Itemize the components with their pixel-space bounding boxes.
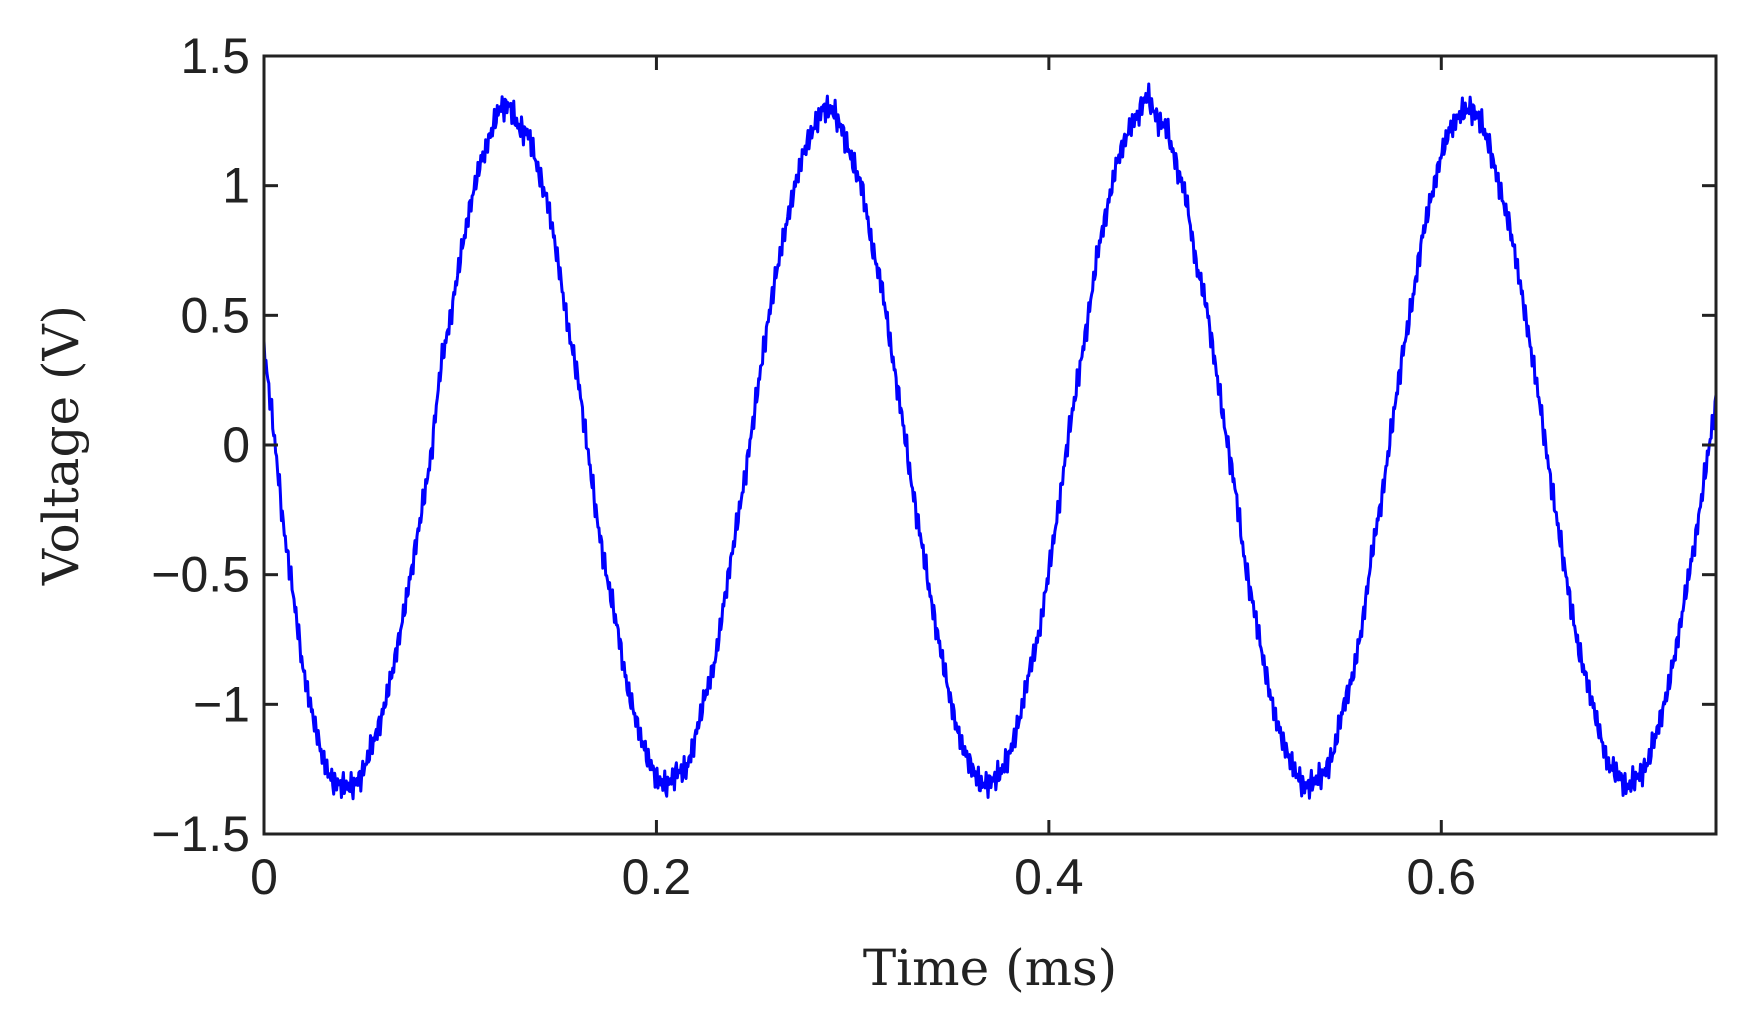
y-tick-label: −1.5 bbox=[151, 806, 250, 862]
y-tick-label: 0.5 bbox=[180, 287, 250, 343]
x-tick-label: 0.2 bbox=[622, 849, 692, 905]
y-tick-label: −0.5 bbox=[151, 547, 250, 603]
y-tick-label: −1 bbox=[193, 676, 250, 732]
x-tick-label: 0.4 bbox=[1014, 849, 1084, 905]
y-tick-label: 1 bbox=[222, 158, 250, 214]
y-axis-label: Voltage (V) bbox=[32, 305, 90, 586]
tick-layer: 0 0.2 0.4 0.6 1.5 1 0.5 0 −0.5 −1 −1.5 bbox=[151, 28, 1716, 905]
x-tick-label: 0.6 bbox=[1407, 849, 1477, 905]
x-tick-label: 0 bbox=[250, 849, 278, 905]
plot-area bbox=[262, 54, 1718, 836]
voltage-trace-0 bbox=[262, 82, 1718, 801]
trace-layer bbox=[262, 82, 1718, 801]
y-tick-label: 0 bbox=[222, 417, 250, 473]
y-tick-label: 1.5 bbox=[180, 28, 250, 84]
x-axis-label: Time (ms) bbox=[863, 939, 1117, 997]
